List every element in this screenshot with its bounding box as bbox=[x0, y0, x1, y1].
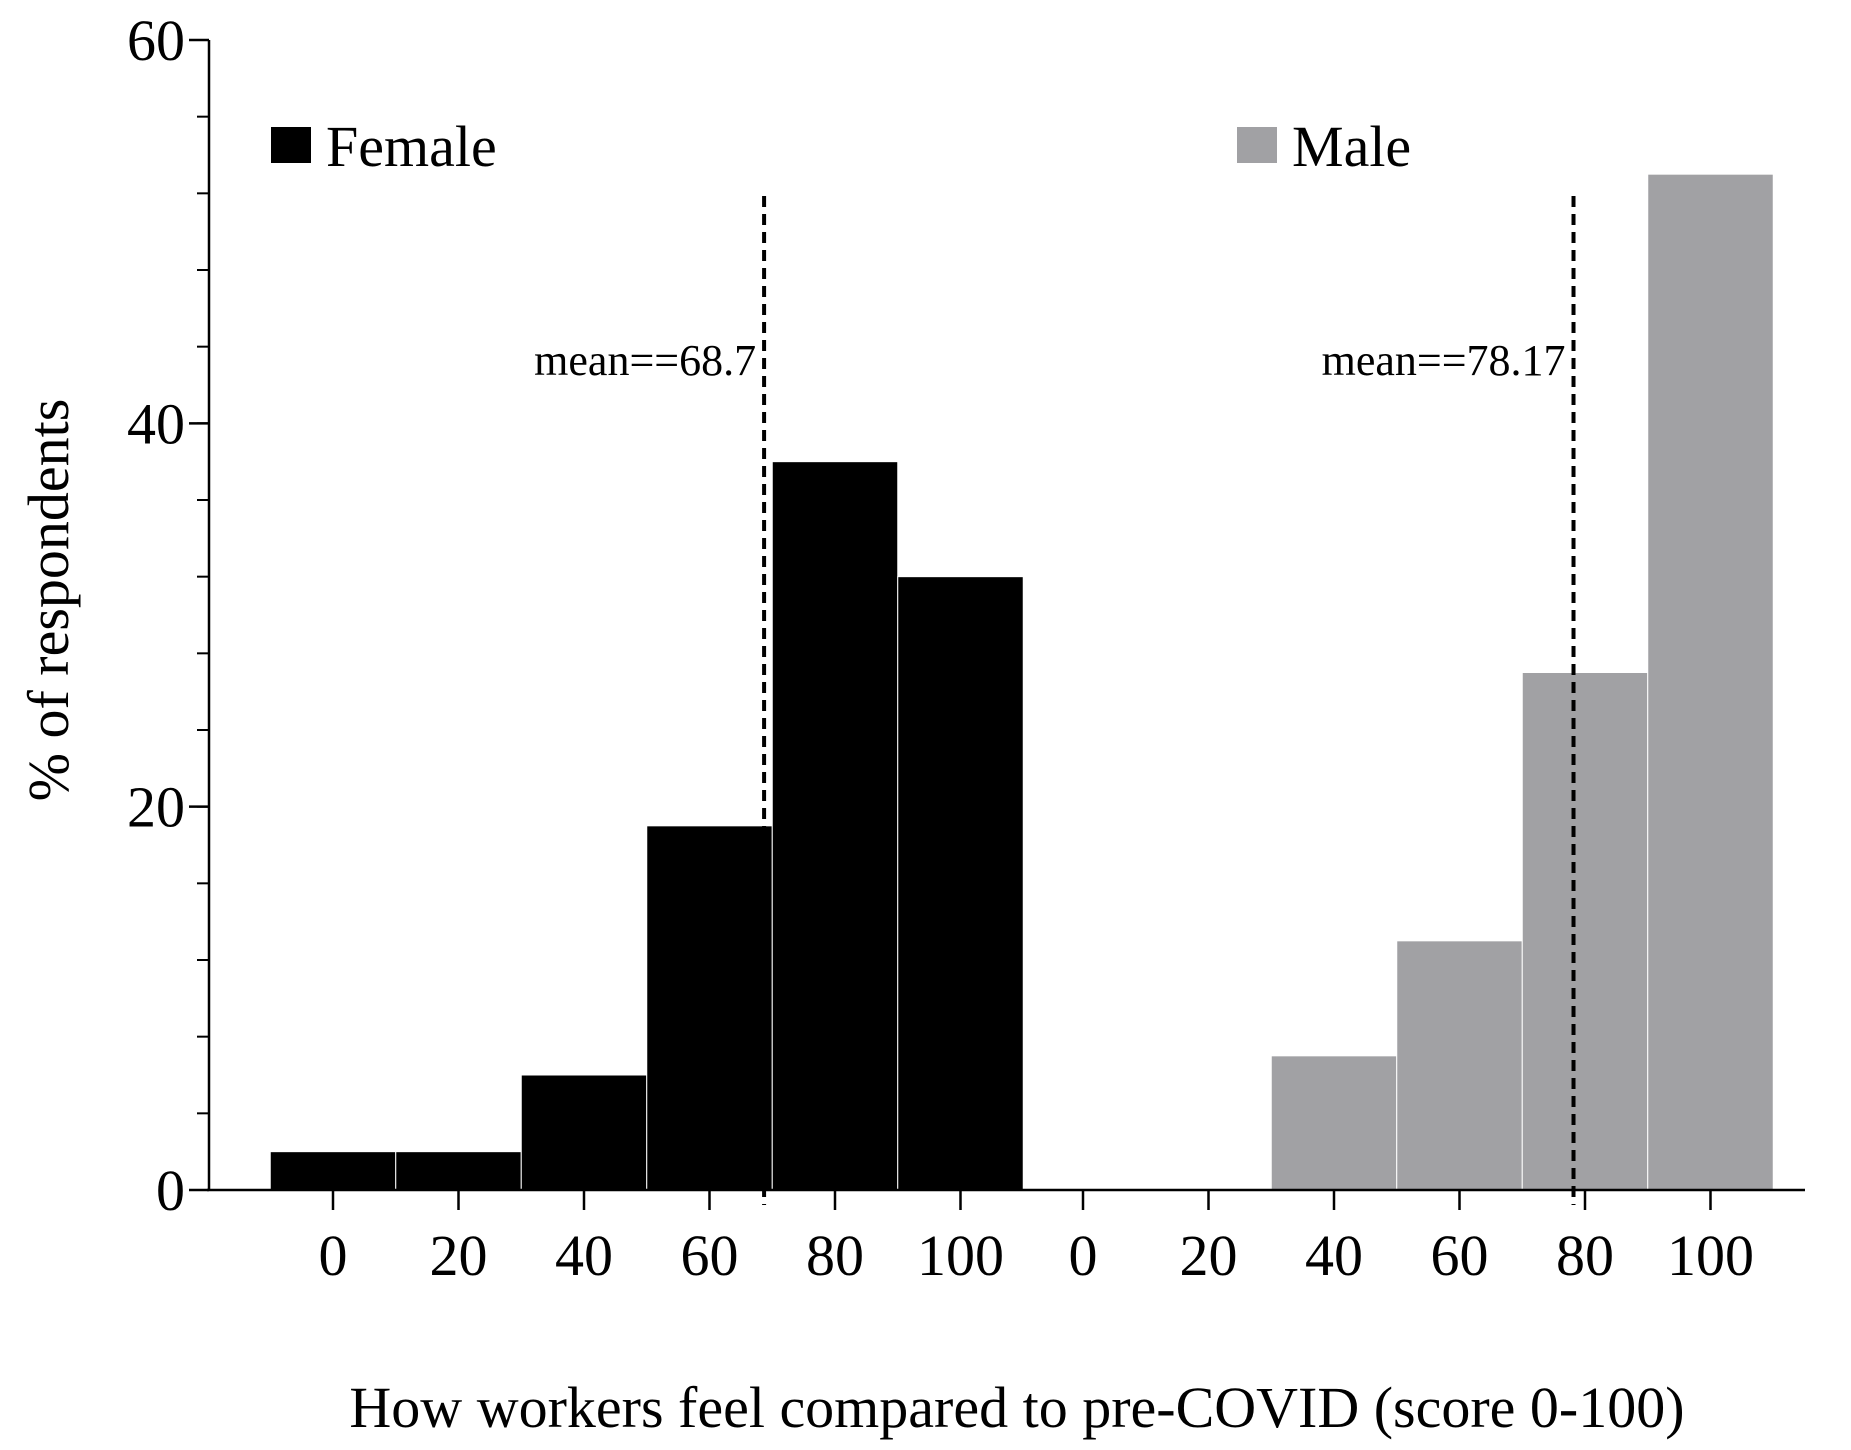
x-tick-label: 100 bbox=[917, 1223, 1004, 1288]
panel-female: 0 20 40 60 80 100 mean==68.7 Female bbox=[269, 114, 1024, 1288]
mean-label-female: mean==68.7 bbox=[534, 336, 756, 385]
bar-female-80 bbox=[771, 461, 899, 1191]
x-tick-label: 40 bbox=[1305, 1223, 1363, 1288]
legend-label-male: Male bbox=[1292, 114, 1411, 179]
bar-female-60 bbox=[646, 825, 773, 1191]
x-tick-label: 80 bbox=[806, 1223, 864, 1288]
x-tick-label: 20 bbox=[1180, 1223, 1238, 1288]
x-tick-label: 40 bbox=[555, 1223, 613, 1288]
legend-swatch-male bbox=[1237, 127, 1277, 163]
y-axis-title: % of respondents bbox=[16, 399, 81, 802]
bar-male-80 bbox=[1521, 672, 1649, 1191]
x-tick-label: 20 bbox=[430, 1223, 488, 1288]
y-tick-label: 20 bbox=[127, 775, 185, 840]
legend-swatch-female bbox=[271, 127, 311, 163]
x-tick-label: 60 bbox=[681, 1223, 739, 1288]
bar-female-20 bbox=[395, 1151, 522, 1191]
x-tick-label: 0 bbox=[319, 1223, 348, 1288]
x-tick-label: 100 bbox=[1667, 1223, 1754, 1288]
x-axis-title: How workers feel compared to pre-COVID (… bbox=[349, 1375, 1684, 1440]
legend-label-female: Female bbox=[326, 114, 497, 179]
bar-female-40 bbox=[520, 1074, 648, 1191]
y-tick-label: 40 bbox=[127, 391, 185, 456]
x-tick-label: 60 bbox=[1431, 1223, 1489, 1288]
panel-male: 0 20 40 60 80 100 mean==78.17 Male bbox=[1069, 114, 1774, 1288]
y-tick-label: 60 bbox=[127, 8, 185, 73]
bar-male-60 bbox=[1396, 940, 1523, 1191]
bar-female-100 bbox=[897, 576, 1024, 1191]
x-tick-label: 0 bbox=[1069, 1223, 1098, 1288]
bar-female-0 bbox=[269, 1151, 397, 1191]
mean-label-male: mean==78.17 bbox=[1322, 336, 1566, 385]
bar-male-100 bbox=[1647, 173, 1774, 1191]
bar-male-40 bbox=[1270, 1055, 1398, 1191]
y-tick-label: 0 bbox=[156, 1158, 185, 1223]
x-tick-label: 80 bbox=[1556, 1223, 1614, 1288]
